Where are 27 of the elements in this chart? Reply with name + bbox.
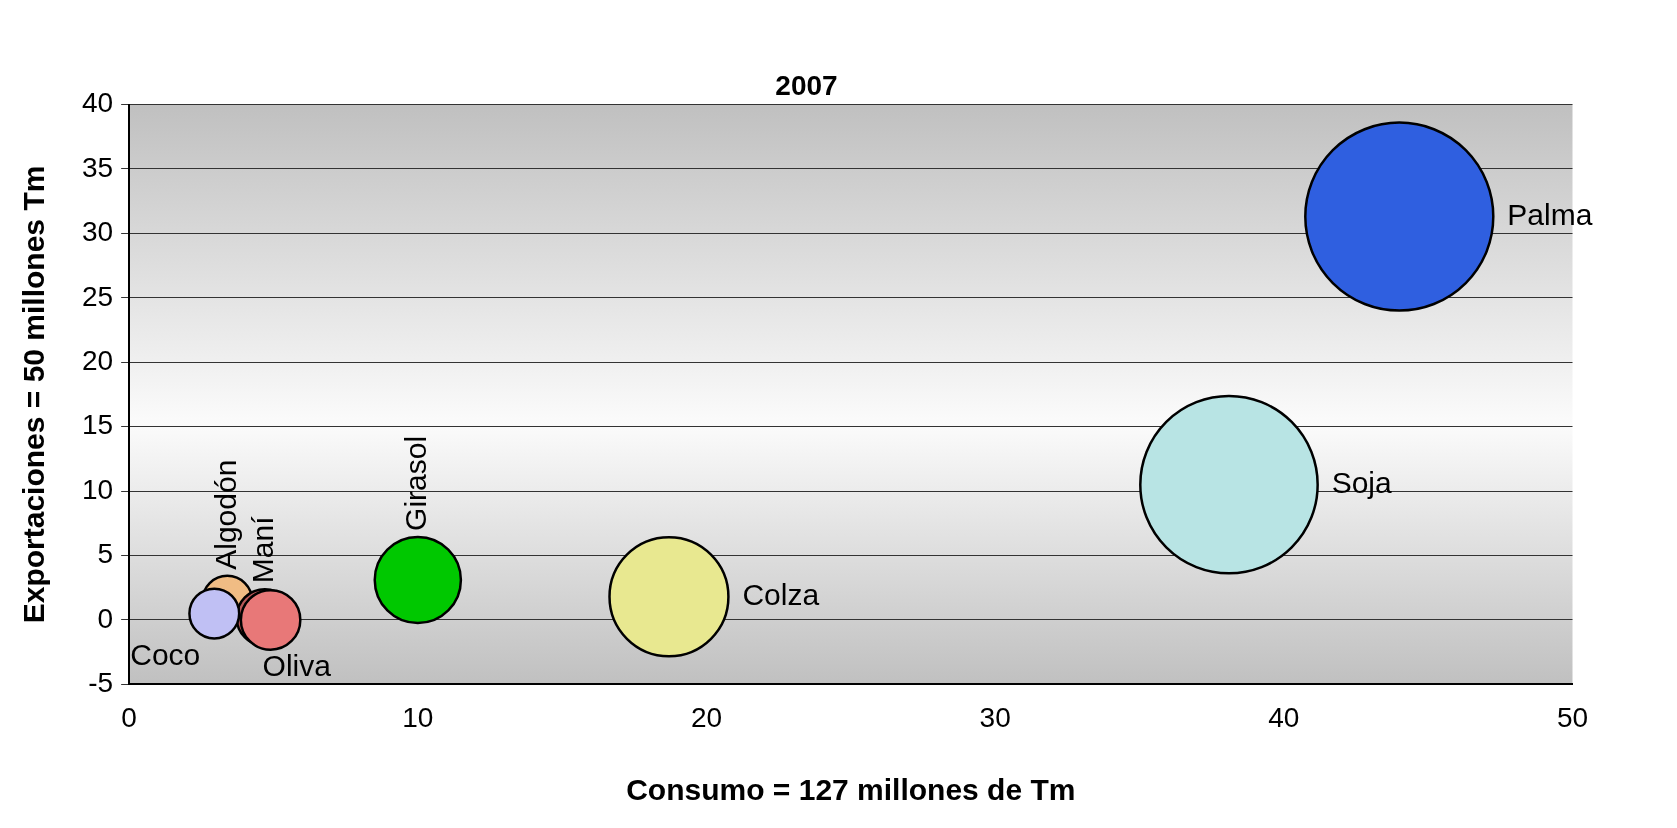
y-tick-label: 15: [81, 409, 114, 441]
x-tick-label: 40: [1268, 701, 1300, 733]
y-tick-label: 5: [97, 538, 114, 570]
y-axis-title: Exportaciones = 50 millones Tm: [17, 165, 51, 624]
x-tick-label: 50: [1556, 701, 1589, 733]
x-axis-title: Consumo = 127 millones de Tm: [626, 773, 1076, 807]
text: Maní: [246, 515, 280, 584]
x-tick-label: 10: [402, 701, 434, 733]
series-label: Soja: [1331, 465, 1393, 499]
text: Girasol: [399, 435, 433, 531]
series-label: Colza: [742, 578, 820, 612]
x-tick-label: 30: [979, 701, 1011, 733]
series-label: Palma: [1507, 197, 1593, 231]
series-label: Oliva: [262, 648, 332, 682]
x-tick-label: 0: [121, 701, 137, 733]
y-tick-label: 35: [81, 151, 114, 183]
y-tick-label: 25: [81, 280, 114, 312]
y-tick-label: 30: [81, 216, 114, 248]
y-tick-label: 0: [97, 602, 114, 634]
series-label: Coco: [130, 637, 201, 671]
y-tick-label: 20: [81, 344, 114, 376]
chart-title: 2007: [775, 70, 838, 102]
y-tick-label: 40: [81, 87, 114, 119]
x-tick-label: 20: [690, 701, 723, 733]
y-tick-label: 10: [81, 473, 114, 505]
text: Algodón: [208, 459, 242, 570]
y-tick-label: -5: [88, 667, 114, 699]
